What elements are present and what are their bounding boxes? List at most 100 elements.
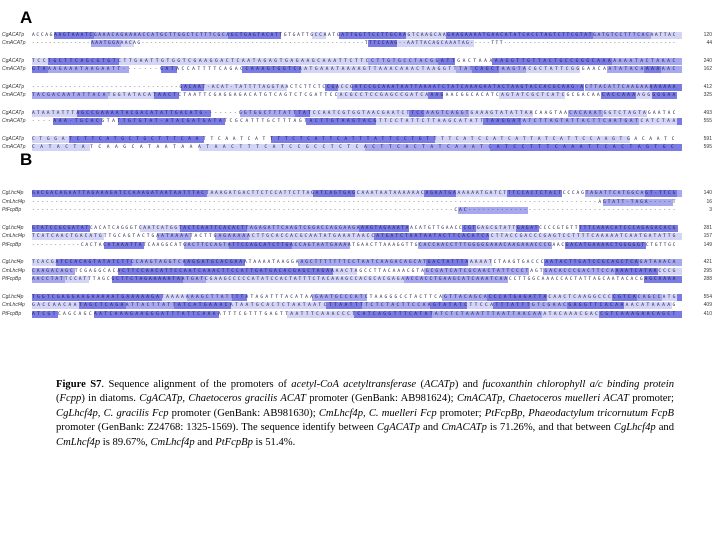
conservation-highlight	[338, 84, 353, 91]
conservation-highlight	[598, 310, 667, 318]
sequence-text: ATAATATTTAGCCGAAAATACGACATATTGACATG-----…	[32, 110, 682, 117]
position-number: 595	[703, 144, 712, 150]
conservation-highlight	[48, 66, 129, 73]
conservation-highlight	[91, 40, 122, 47]
alignment-row: CgACATp CTGGATCTTCATGCTGCTTTCAATTCAATCATT…	[0, 136, 720, 143]
conservation-highlight	[636, 92, 652, 99]
conservation-highlight	[69, 136, 137, 143]
sequence-letters: ATCGTCAGCAGCAATCAAAGAAGGGATTTATTCAAAATTT…	[32, 311, 678, 317]
conservation-highlight	[440, 66, 457, 73]
sequence-name: CmACATp	[2, 144, 26, 150]
conservation-highlight	[76, 110, 102, 117]
conservation-highlight	[553, 66, 580, 73]
conservation-highlight	[118, 58, 190, 65]
alignment-row: CgACATp TCCTGCTTCAGCGTGTCTTGAATTGTGGTCGAA…	[0, 58, 720, 65]
sequence-name: CmLhcf4p	[2, 302, 25, 308]
conservation-highlight	[103, 241, 145, 249]
conservation-highlight	[493, 302, 530, 309]
position-number: 410	[703, 310, 712, 317]
conservation-highlight	[352, 84, 422, 91]
sequence-text: CAAGACAGCTCGAGGCACACTTCCAACATTCCAATCAAAC…	[32, 267, 682, 275]
conservation-highlight	[578, 224, 647, 232]
conservation-highlight	[526, 32, 593, 39]
conservation-highlight	[428, 92, 444, 99]
alignment-row: CgLhcf4p GACGACAGAATTAGAAAGATCCAAAGATAATA…	[0, 190, 720, 197]
conservation-highlight	[112, 276, 136, 283]
conservation-highlight	[333, 276, 405, 283]
position-number: 140	[703, 190, 712, 196]
alignment-row: CmLhcf4p GACCAACAATAGCTCAGAATTACTTATTATCA…	[0, 302, 720, 309]
conservation-highlight	[32, 293, 107, 301]
conservation-highlight	[646, 224, 678, 232]
conservation-highlight	[430, 302, 468, 309]
position-number: 44	[706, 40, 712, 46]
conservation-highlight	[94, 310, 152, 318]
sequence-name: PtFcpBp	[2, 241, 22, 248]
conservation-highlight	[108, 92, 154, 99]
conservation-highlight	[584, 84, 617, 91]
caption-italic-text: ACATp	[424, 379, 455, 390]
sequence-text: GTATCCGCGATATCACATCAGGGTCAATCATGGTACTCAA…	[32, 224, 682, 232]
conservation-highlight	[526, 66, 554, 73]
conservation-highlight	[318, 224, 360, 232]
position-number: 421	[703, 259, 712, 265]
caption-italic-text: CgACATp	[376, 422, 420, 434]
sequence-letters: TCCTGCTTCAGCGTGTCTTGAATTGTGGTCGAAGGACTCA…	[32, 59, 678, 64]
conservation-highlight	[187, 293, 232, 301]
conservation-highlight	[367, 58, 439, 65]
conservation-highlight	[367, 40, 398, 47]
conservation-highlight	[446, 32, 504, 39]
conservation-highlight	[515, 310, 542, 318]
position-number: 3	[709, 207, 712, 213]
sequence-text: GTAAAGAAATAAGAATT-------GATACCATTTTCAGAC…	[32, 66, 682, 73]
alignment-row: PtFcpBp AACCTATTCCATTTAGCGCTTCTAGAAAAATAA…	[0, 276, 720, 283]
sequence-letters: ----------------------------------------…	[32, 208, 678, 213]
position-number: 16	[706, 198, 712, 205]
conservation-highlight	[354, 190, 424, 197]
conservation-highlight	[32, 259, 56, 266]
sequence-text: GACGACAGAATTAGAAAGATCCAAAGATAATAATTTACTA…	[32, 190, 682, 197]
sequence-text: ----AAA-TGCACGTATTGTGTAT-ATACGATGATATCGC…	[32, 118, 682, 125]
conservation-highlight	[585, 190, 646, 197]
conservation-highlight	[639, 259, 682, 266]
conservation-highlight	[516, 224, 539, 232]
conservation-highlight	[617, 84, 650, 91]
conservation-highlight	[392, 92, 429, 99]
conservation-highlight	[161, 32, 228, 39]
conservation-highlight	[313, 190, 355, 197]
sequence-text: TCATCAACTGACATGTTGCAGTACTGAATAAAATACTTGA…	[32, 233, 682, 240]
alignment-row: CmLhcf4p --------------------------------…	[0, 198, 720, 206]
caption-text: and	[655, 422, 674, 434]
conservation-highlight	[94, 32, 108, 39]
conservation-highlight	[359, 66, 441, 73]
sequence-letters: GACGACAGAATTAGAAAGATCCAAAGATAATAATTTACTA…	[32, 191, 678, 196]
conservation-highlight	[677, 190, 682, 197]
sequence-letters: GTATCCGCGATATCACATCAGGGTCAATCATGGTACTCAA…	[32, 225, 678, 231]
conservation-highlight	[457, 207, 528, 214]
position-number: 120	[703, 32, 712, 38]
panel-a-label: A	[20, 8, 33, 27]
conservation-highlight	[334, 110, 410, 117]
caption-italic-text: CgACATp, Chaetoceros gracilis ACAT	[139, 393, 306, 405]
sequence-letters: TCACGATCCACAGTATATCTTCCAAGTAGGTCAAGGATGC…	[32, 260, 678, 265]
conservation-highlight	[456, 190, 507, 197]
conservation-highlight	[240, 110, 295, 117]
conservation-highlight	[32, 136, 70, 143]
sequence-name: CmLhcf4p	[2, 198, 25, 205]
conservation-highlight	[232, 293, 247, 301]
conservation-highlight	[359, 224, 409, 232]
sequence-name: CgLhcf4p	[2, 190, 24, 196]
conservation-highlight	[404, 276, 466, 283]
conservation-highlight	[184, 241, 198, 249]
conservation-highlight	[637, 293, 662, 301]
sequence-letters: ATAATATTTAGCCGAAAATACGACATATTGACATG-----…	[32, 111, 678, 116]
conservation-highlight	[442, 293, 487, 301]
conservation-highlight	[324, 84, 339, 91]
conservation-highlight	[482, 84, 525, 91]
sequence-text: CTGGATCTTCATGCTGCTTTCAATTCAATCATTTTCTCAT…	[32, 136, 682, 143]
conservation-highlight	[179, 224, 248, 232]
conservation-highlight	[489, 310, 516, 318]
caption-text: promoter;	[436, 407, 485, 419]
conservation-highlight	[118, 267, 162, 275]
conservation-highlight	[615, 267, 659, 275]
